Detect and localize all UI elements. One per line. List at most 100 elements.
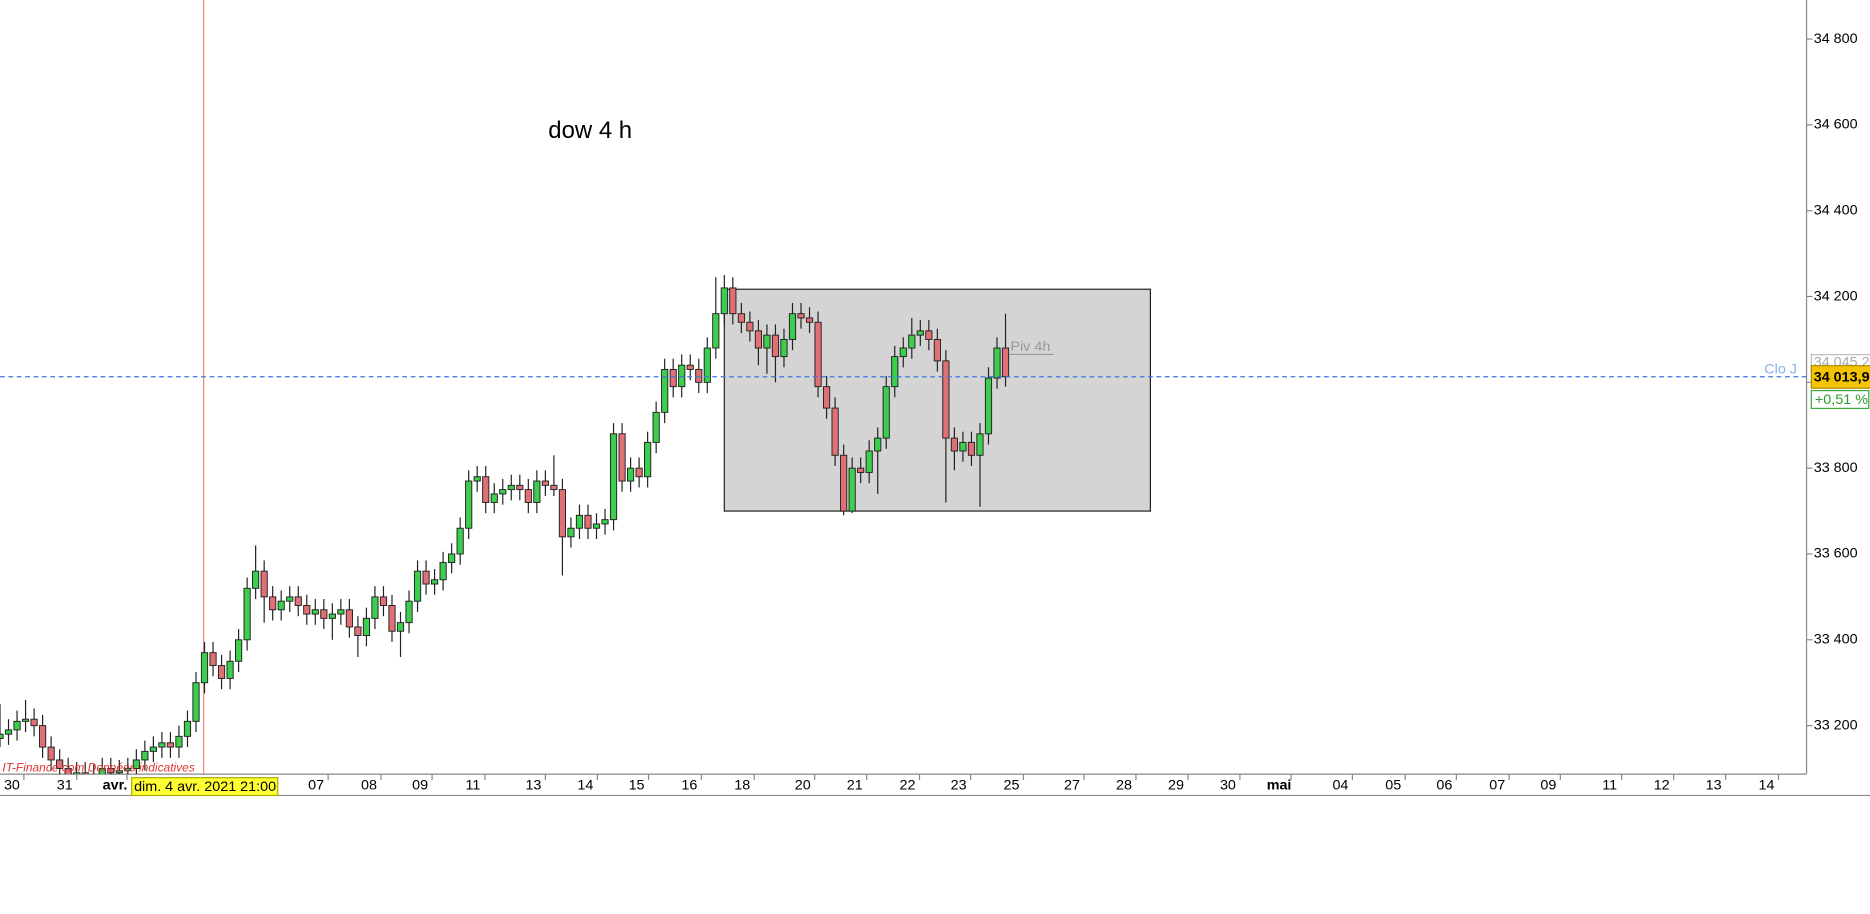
candle-body (4, 729, 13, 735)
candle-body (217, 665, 226, 679)
candle-body (56, 759, 64, 770)
candle-body (499, 489, 507, 495)
candle-body (47, 746, 55, 761)
candle-body (115, 770, 123, 774)
x-tick-label: 18 (734, 778, 750, 794)
candle-body (524, 489, 532, 503)
y-tick-label: 34 600 (1814, 117, 1858, 133)
x-tick-label: 09 (412, 778, 428, 794)
price-tag-box (1810, 365, 1870, 389)
x-tick-label: 13 (1706, 778, 1722, 794)
candle-body (720, 287, 728, 315)
x-tick-label: mai (1267, 778, 1292, 794)
candle-body (175, 735, 183, 748)
candle-body (797, 313, 805, 319)
candle-body (465, 480, 473, 529)
candle-body (644, 441, 652, 478)
candle-body (260, 570, 268, 598)
candle-body (805, 317, 814, 323)
candle-body (550, 484, 558, 491)
candle-body (891, 356, 899, 388)
y-tick-label: 34 800 (1814, 31, 1858, 47)
close-label: Clo J (1764, 361, 1797, 377)
x-tick-label: 30 (4, 778, 20, 794)
x-tick-label: 07 (1489, 778, 1505, 794)
candle-body (166, 742, 175, 748)
x-tick-label: 14 (577, 778, 593, 794)
candle-body (558, 489, 567, 538)
candle-body (592, 523, 601, 529)
candle-body (618, 433, 626, 482)
plot-area (0, 0, 1151, 775)
candle-body (865, 450, 873, 473)
candle-body (780, 338, 788, 358)
candle-body (192, 682, 200, 722)
candle-body (354, 626, 362, 636)
x-tick-label: 22 (900, 778, 916, 794)
candle-body (405, 600, 413, 624)
candle-body (456, 527, 464, 555)
candle-body (132, 759, 140, 770)
candle-body (226, 660, 234, 679)
change-label: +0,51 % (1815, 392, 1868, 408)
x-tick-label: avr. (103, 778, 128, 794)
candle-body (448, 553, 456, 564)
candle-body (899, 347, 907, 358)
candle-body (243, 587, 251, 641)
y-tick-label: 34 400 (1814, 203, 1858, 219)
price-tag: 34 013,9 (1814, 369, 1870, 385)
x-tick-label: 09 (1540, 778, 1556, 794)
candle-body (422, 570, 430, 585)
candle-body (984, 377, 993, 435)
candle-body (950, 437, 958, 452)
y-tick-label: 33 600 (1814, 546, 1858, 562)
candle-body (1001, 347, 1010, 378)
x-tick-label: 25 (1004, 778, 1020, 794)
candle-body (678, 364, 686, 388)
x-tick-label: 08 (361, 778, 377, 794)
candle-body (609, 433, 618, 521)
candle-body (286, 596, 294, 602)
candle-body (601, 519, 609, 525)
candle-body (541, 480, 549, 486)
candle-body (13, 720, 21, 731)
candle-body (431, 579, 439, 585)
candle-body (652, 411, 660, 443)
candle-body (626, 467, 635, 482)
candle-body (533, 480, 541, 503)
candle-body (712, 313, 720, 349)
candle-body (925, 330, 933, 340)
candle-body (345, 609, 353, 628)
y-tick-label: 33 200 (1814, 717, 1858, 733)
candle-body (746, 321, 754, 332)
x-tick-label: 21 (847, 778, 863, 794)
candle-body (942, 360, 950, 439)
candle-body (30, 718, 38, 727)
candle-body (771, 334, 780, 358)
candle-body (64, 768, 72, 775)
y-tick-label: 34 200 (1814, 288, 1858, 304)
candle-body (294, 596, 302, 606)
candle-body (754, 330, 763, 349)
x-tick-label: 12 (1654, 778, 1670, 794)
candle-body (857, 467, 865, 473)
candle-body (976, 433, 984, 456)
x-tick-label: 04 (1332, 778, 1348, 794)
candle-body (73, 772, 81, 775)
change-box (1810, 390, 1870, 409)
x-tick-label: 15 (629, 778, 645, 794)
candle-body (371, 596, 379, 619)
candle-body (311, 609, 319, 615)
candle-body (822, 386, 831, 409)
candle-body (337, 609, 345, 615)
candle-body (107, 768, 115, 774)
candle-body (98, 768, 106, 775)
x-tick-label: 23 (951, 778, 967, 794)
candle-body (396, 622, 405, 632)
candle-body (482, 476, 490, 503)
candle-body (737, 313, 745, 323)
candle-body (703, 347, 711, 383)
candle-body (661, 368, 669, 413)
candle-body (848, 467, 856, 512)
